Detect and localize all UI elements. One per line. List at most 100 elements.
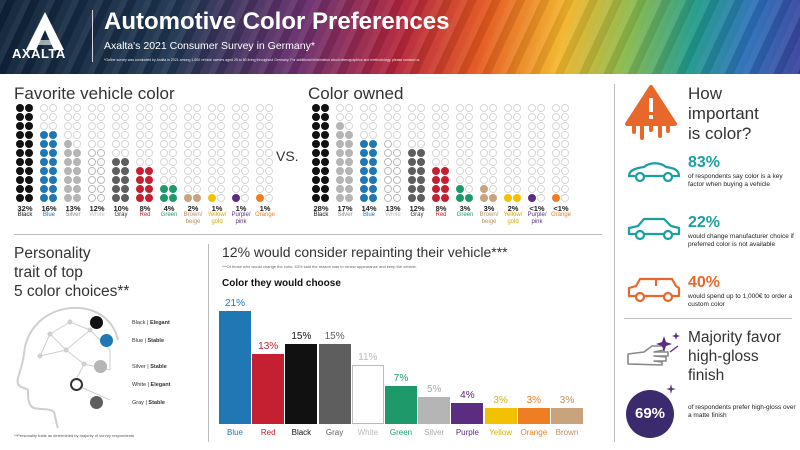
owned-label: 17% Silver — [333, 205, 357, 219]
owned-dot — [480, 149, 488, 157]
favorite-dot — [73, 176, 81, 184]
favorite-dot — [145, 104, 153, 112]
favorite-dot — [49, 176, 57, 184]
owned-dot — [528, 185, 536, 193]
owned-pct: 2% — [507, 204, 519, 213]
favorite-dot — [136, 185, 144, 193]
favorite-dot — [64, 194, 72, 202]
favorite-pct: 10% — [113, 204, 129, 213]
favorite-dot — [136, 113, 144, 121]
favorite-pct: 8% — [139, 204, 151, 213]
owned-dot — [432, 149, 440, 157]
banner-stripes — [0, 0, 800, 74]
bar-category-label: Blue — [226, 428, 243, 437]
owned-dot — [513, 131, 521, 139]
owned-dot — [513, 185, 521, 193]
owned-dot — [537, 149, 545, 157]
trait-dot — [100, 334, 113, 347]
favorite-dot — [160, 131, 168, 139]
owned-dot — [408, 194, 416, 202]
section-divider-middle — [208, 244, 209, 442]
right-divider — [624, 318, 792, 319]
owned-dot — [456, 104, 464, 112]
bar-category-label: Black — [291, 428, 312, 437]
suv-icon — [627, 277, 681, 303]
owned-dot — [393, 185, 401, 193]
owned-pct: 14% — [361, 204, 377, 213]
favorite-dot — [73, 140, 81, 148]
favorite-dot — [160, 176, 168, 184]
stat-pct-22: 22% — [688, 214, 721, 231]
owned-dot — [312, 194, 320, 202]
favorite-dot — [256, 140, 264, 148]
favorite-dot — [256, 131, 264, 139]
favorite-dot — [265, 104, 273, 112]
owned-dot — [441, 185, 449, 193]
favorite-dot — [49, 113, 57, 121]
owned-dot — [417, 140, 425, 148]
owned-dot — [537, 185, 545, 193]
favorite-dot — [49, 167, 57, 175]
favorite-dot — [193, 185, 201, 193]
favorite-dot — [256, 122, 264, 130]
survey-footnote: *Online survey was conducted by Axalta i… — [104, 58, 421, 62]
owned-name: Silver — [337, 212, 353, 218]
favorite-dot — [49, 194, 57, 202]
favorite-pct: 1% — [235, 204, 247, 213]
owned-dot — [312, 140, 320, 148]
owned-dot — [480, 167, 488, 175]
trait-value: Elegant — [150, 382, 171, 388]
owned-dot — [552, 176, 560, 184]
header-divider — [92, 10, 93, 62]
owned-label: 2% Yellow/ gold — [501, 205, 525, 226]
owned-dot — [465, 113, 473, 121]
favorite-dot — [184, 185, 192, 193]
favorite-dot — [73, 104, 81, 112]
importance-title-line: important — [688, 104, 759, 123]
owned-dot — [561, 122, 569, 130]
favorite-dot — [40, 167, 48, 175]
favorite-dot — [265, 176, 273, 184]
favorite-dot — [265, 113, 273, 121]
favorite-dot — [97, 104, 105, 112]
owned-dot — [336, 185, 344, 193]
owned-dot — [432, 185, 440, 193]
owned-dot — [552, 122, 560, 130]
owned-dot — [528, 140, 536, 148]
owned-dot — [360, 113, 368, 121]
favorite-dot — [40, 113, 48, 121]
favorite-dot — [25, 176, 33, 184]
owned-dot — [345, 140, 353, 148]
favorite-dot — [121, 158, 129, 166]
owned-dot — [504, 122, 512, 130]
owned-dot — [408, 185, 416, 193]
trait-value: Elegant — [149, 320, 170, 326]
owned-dot — [552, 104, 560, 112]
owned-dot — [528, 149, 536, 157]
favorite-dot — [241, 167, 249, 175]
owned-dot — [528, 194, 536, 202]
owned-dot — [552, 185, 560, 193]
bar-value-label: 15% — [324, 330, 345, 342]
favorite-dot — [169, 131, 177, 139]
favorite-name: Brown/ beige — [183, 212, 203, 225]
owned-dot — [441, 158, 449, 166]
favorite-dot — [256, 194, 264, 202]
trait-dot — [70, 378, 83, 391]
owned-dot — [336, 140, 344, 148]
favorite-dot — [265, 194, 273, 202]
favorite-name: White — [89, 212, 105, 218]
favorite-dot — [112, 149, 120, 157]
owned-name: White — [385, 212, 401, 218]
favorite-dot — [217, 113, 225, 121]
favorite-dot — [184, 113, 192, 121]
favorite-dot — [145, 149, 153, 157]
owned-dot — [465, 104, 473, 112]
owned-dot — [465, 140, 473, 148]
owned-name: Orange — [550, 212, 571, 218]
bar-value-label: 5% — [426, 384, 442, 396]
owned-label: 28% Black — [309, 205, 333, 219]
favorite-dot — [232, 167, 240, 175]
gloss-title-line: finish — [688, 367, 725, 384]
favorite-dot — [193, 167, 201, 175]
